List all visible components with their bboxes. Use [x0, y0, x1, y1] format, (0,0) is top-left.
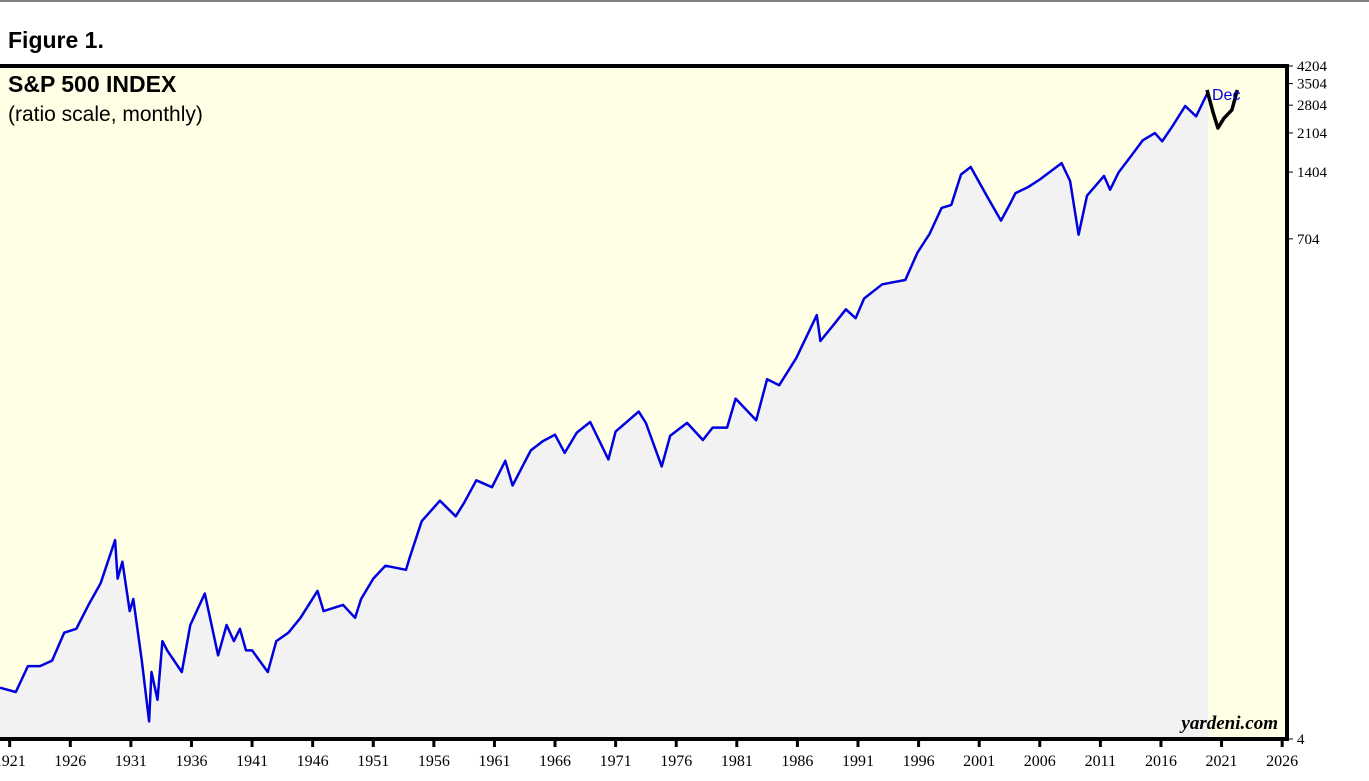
x-tick-label: 2021 — [1206, 753, 1238, 770]
x-tick-label: 1946 — [297, 753, 329, 770]
y-tick-label: 4 — [1297, 732, 1305, 748]
watermark: yardeni.com — [1179, 713, 1278, 734]
line — [0, 90, 1210, 723]
x-tick-label: 1986 — [781, 753, 813, 770]
x-tick-label: 2006 — [1024, 753, 1056, 770]
x-tick-label: 1966 — [539, 753, 571, 770]
y-tick-label: 3504 — [1297, 77, 1328, 93]
x-tick-label: 1996 — [903, 753, 935, 770]
plot — [0, 89, 1239, 739]
x-tick-label: 2026 — [1266, 753, 1298, 770]
x-tick-label: 2011 — [1085, 753, 1116, 770]
page-title: Figure 1. — [8, 27, 104, 53]
x-tick-label: 1971 — [600, 753, 632, 770]
x-tick-label: 2016 — [1145, 753, 1177, 770]
x-tick-label: 1991 — [842, 753, 874, 770]
x-tick-label: 1951 — [357, 753, 389, 770]
plot-frame — [0, 64, 1289, 741]
x-tick-label: 1941 — [236, 753, 268, 770]
y-tick-label: 1404 — [1297, 165, 1328, 181]
y-tick-label: 704 — [1297, 232, 1320, 248]
line — [1205, 89, 1239, 130]
x-tick-label: 1926 — [54, 753, 86, 770]
y-tick-label: 2104 — [1297, 126, 1328, 142]
x-tick-label: 1931 — [115, 753, 147, 770]
x-tick-label: 1976 — [660, 753, 692, 770]
chart-subtitle: (ratio scale, monthly) — [8, 103, 203, 126]
area — [0, 91, 1209, 739]
x-tick-label: 1936 — [175, 753, 207, 770]
annotation: Dec — [1212, 87, 1240, 104]
x-tick-label: 1961 — [478, 753, 510, 770]
chart-title: S&P 500 INDEX — [8, 71, 177, 97]
y-tick-label: 2804 — [1297, 98, 1328, 114]
y-tick-label: 4204 — [1297, 59, 1328, 75]
x-tick-label: 1921 — [0, 753, 26, 770]
x-tick-label: 1956 — [418, 753, 450, 770]
x-tick-label: 2001 — [963, 753, 995, 770]
x-tick-label: 1981 — [721, 753, 753, 770]
